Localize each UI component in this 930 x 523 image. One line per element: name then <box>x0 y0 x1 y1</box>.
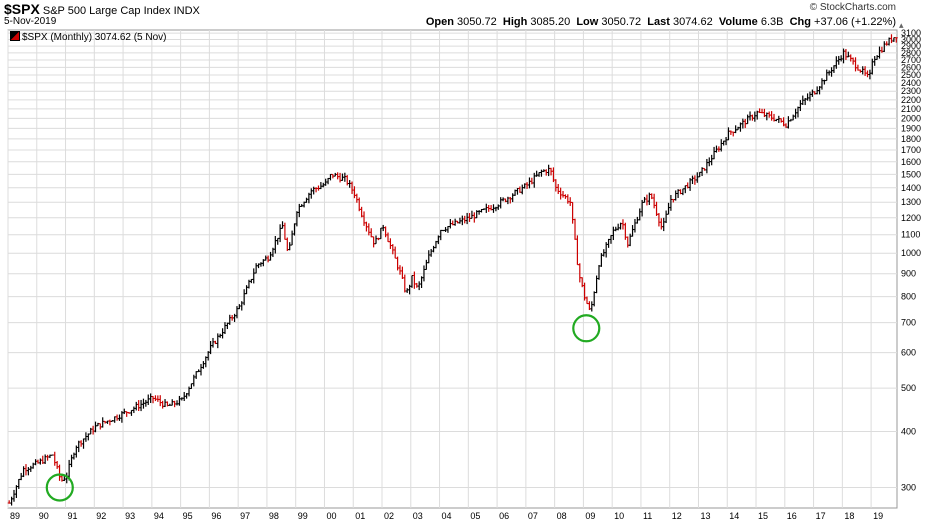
y-tick-label: 1500 <box>901 169 921 179</box>
y-tick-label: 3100 <box>901 28 921 38</box>
x-tick-label: 07 <box>528 511 538 521</box>
y-tick-label: 1100 <box>901 230 920 240</box>
high-value: 3085.20 <box>530 16 571 28</box>
legend-swatch-icon <box>10 31 20 41</box>
y-tick-label: 1000 <box>901 248 921 258</box>
y-tick-label: 2200 <box>901 95 921 105</box>
y-tick-label: 800 <box>901 292 916 302</box>
x-tick-label: 99 <box>298 511 308 521</box>
x-tick-label: 08 <box>557 511 567 521</box>
x-tick-label: 06 <box>499 511 509 521</box>
y-tick-label: 1900 <box>901 123 921 133</box>
y-tick-label: 900 <box>901 269 916 279</box>
x-tick-label: 15 <box>758 511 768 521</box>
axis-arrow-icon: ▴ <box>899 20 904 30</box>
x-tick-label: 00 <box>326 511 336 521</box>
x-tick-label: 92 <box>96 511 106 521</box>
x-tick-label: 02 <box>384 511 394 521</box>
volume-value: 6.3B <box>760 16 784 28</box>
highlight-circle <box>45 473 74 502</box>
y-tick-label: 1200 <box>901 213 921 223</box>
x-tick-label: 17 <box>816 511 826 521</box>
y-tick-label: 2900 <box>901 41 921 51</box>
highlight-circle <box>572 314 601 343</box>
y-tick-label: 500 <box>901 383 916 393</box>
x-tick-label: 01 <box>355 511 365 521</box>
low-value: 3050.72 <box>601 16 642 28</box>
y-tick-label: 2500 <box>901 70 921 80</box>
x-tick-label: 13 <box>700 511 710 521</box>
high-label: High <box>502 16 528 28</box>
exchange: INDX <box>173 5 200 17</box>
x-tick-label: 97 <box>240 511 250 521</box>
chg-label: Chg <box>789 16 811 28</box>
low-label: Low <box>576 16 599 28</box>
last-value: 3074.62 <box>672 16 713 28</box>
x-tick-label: 09 <box>585 511 595 521</box>
y-tick-label: 2400 <box>901 78 921 88</box>
x-tick-label: 12 <box>672 511 682 521</box>
x-tick-label: 93 <box>125 511 135 521</box>
y-tick-label: 2800 <box>901 48 921 58</box>
y-tick-label: 2600 <box>901 62 921 72</box>
y-tick-label: 1300 <box>901 197 921 207</box>
open-label: Open <box>425 16 454 28</box>
y-tick-label: 2700 <box>901 55 921 65</box>
brand-logo[interactable]: © StockCharts.com <box>809 2 896 13</box>
volume-label: Volume <box>718 16 758 28</box>
y-tick-label: 3000 <box>901 34 921 44</box>
y-tick-label: 2100 <box>901 104 921 114</box>
legend-label: $SPX (Monthly) 3074.62 (5 Nov) <box>22 32 167 43</box>
x-tick-label: 98 <box>269 511 279 521</box>
x-tick-label: 04 <box>442 511 452 521</box>
y-tick-label: 1400 <box>901 183 921 193</box>
x-tick-label: 14 <box>729 511 739 521</box>
x-tick-label: 03 <box>413 511 423 521</box>
x-tick-label: 96 <box>211 511 221 521</box>
y-tick-label: 1600 <box>901 157 921 167</box>
y-tick-label: 1700 <box>901 145 921 155</box>
y-tick-label: 300 <box>901 483 916 493</box>
x-tick-label: 16 <box>787 511 797 521</box>
x-tick-label: 05 <box>470 511 480 521</box>
y-tick-label: 700 <box>901 318 916 328</box>
plot-frame <box>7 29 898 509</box>
x-tick-label: 19 <box>873 511 883 521</box>
x-tick-label: 18 <box>844 511 854 521</box>
quote-summary: Open 3050.72 High 3085.20 Low 3050.72 La… <box>426 16 896 28</box>
chart-legend: $SPX (Monthly) 3074.62 (5 Nov) <box>10 31 167 43</box>
x-tick-label: 90 <box>39 511 49 521</box>
x-tick-label: 94 <box>154 511 164 521</box>
last-label: Last <box>647 16 670 28</box>
y-tick-label: 2000 <box>901 113 921 123</box>
y-tick-label: 400 <box>901 427 916 437</box>
chart-date: 5-Nov-2019 <box>4 16 57 27</box>
x-tick-label: 10 <box>614 511 624 521</box>
index-name: S&P 500 Large Cap Index <box>42 5 171 17</box>
x-tick-label: 95 <box>183 511 193 521</box>
chart-title: $SPX S&P 500 Large Cap Index INDX <box>4 1 200 17</box>
open-value: 3050.72 <box>457 16 497 28</box>
chg-value: +37.06 (+1.22%) <box>814 16 896 28</box>
x-tick-label: 91 <box>68 511 78 521</box>
y-tick-label: 600 <box>901 348 916 358</box>
x-tick-label: 89 <box>10 511 20 521</box>
x-tick-label: 11 <box>643 511 652 521</box>
symbol: $SPX <box>4 1 40 17</box>
y-tick-label: 2300 <box>901 86 921 96</box>
y-tick-label: 1800 <box>901 134 921 144</box>
